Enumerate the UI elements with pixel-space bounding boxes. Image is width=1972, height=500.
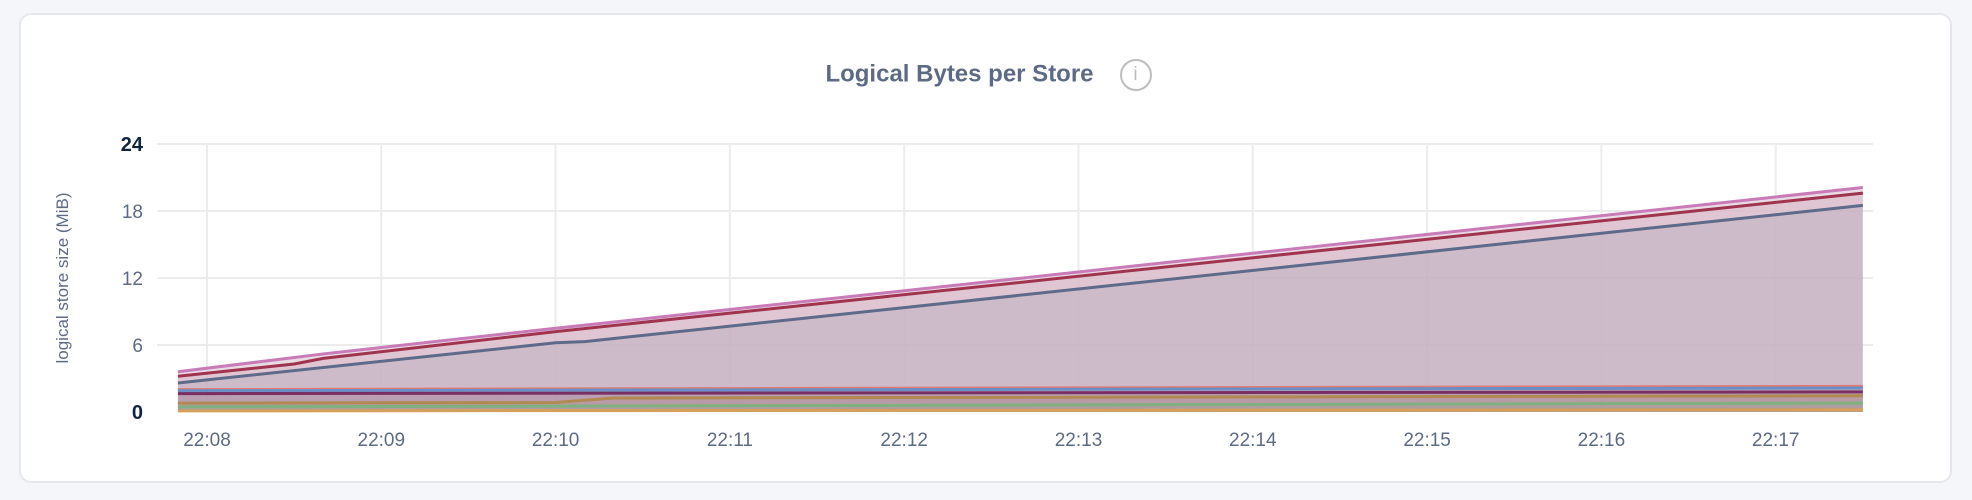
series-line-5 xyxy=(177,390,1863,396)
y-tick-label: 0 xyxy=(132,402,143,424)
x-tick-label: 22:08 xyxy=(183,430,231,451)
series-line-6 xyxy=(177,394,1863,405)
series-line-4 xyxy=(177,386,1863,393)
series-line-8 xyxy=(177,408,1863,413)
series-area-0 xyxy=(177,187,1863,412)
y-tick-label: 18 xyxy=(122,202,143,223)
x-tick-label: 22:16 xyxy=(1578,430,1626,451)
x-tick-label: 22:15 xyxy=(1403,430,1451,451)
chart-title: Logical Bytes per Store i xyxy=(21,59,1956,91)
series-line-1 xyxy=(177,191,1864,378)
x-tick-label: 22:13 xyxy=(1055,430,1103,451)
series-area-1 xyxy=(177,193,1863,412)
x-tick-label: 22:17 xyxy=(1752,430,1800,451)
y-tick-label: 12 xyxy=(122,269,143,290)
series-line-0 xyxy=(177,186,1864,374)
x-tick-label: 22:12 xyxy=(880,430,928,451)
x-tick-label: 22:11 xyxy=(707,430,753,451)
x-tick-label: 22:14 xyxy=(1229,430,1277,451)
y-tick-label: 6 xyxy=(132,336,143,357)
x-tick-label: 22:10 xyxy=(532,430,580,451)
info-icon[interactable]: i xyxy=(1119,59,1152,91)
y-tick-label: 24 xyxy=(121,134,144,156)
series-line-2 xyxy=(177,203,1864,385)
series-line-7 xyxy=(177,401,1863,409)
y-axis-label: logical store size (MiB) xyxy=(53,193,72,364)
series-area-2 xyxy=(177,205,1863,412)
x-tick-label: 22:09 xyxy=(358,430,406,451)
chart-title-text: Logical Bytes per Store xyxy=(825,60,1094,88)
